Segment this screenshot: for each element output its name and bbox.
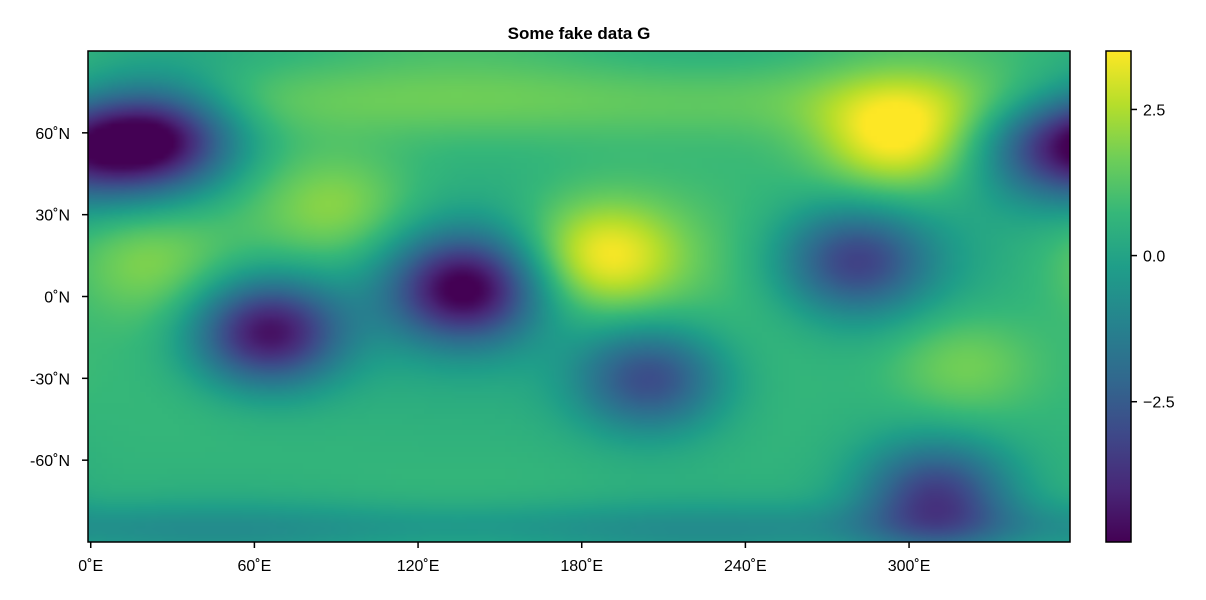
- x-tick-label: 120˚E: [397, 558, 440, 575]
- x-tick-label: 60˚E: [237, 558, 271, 575]
- heatmap-plot-area: [88, 51, 1070, 542]
- x-tick-label: 180˚E: [560, 558, 603, 575]
- colorbar-axis: 2.5 0.0 −2.5: [1131, 102, 1175, 412]
- x-tick-label: 300˚E: [888, 558, 931, 575]
- y-axis: 60˚N 30˚N 0˚N -30˚N -60˚N: [30, 126, 88, 470]
- x-axis: 0˚E 60˚E 120˚E 180˚E 240˚E 300˚E: [78, 542, 930, 575]
- x-tick-label: 240˚E: [724, 558, 767, 575]
- y-tick-label: -60˚N: [30, 453, 70, 470]
- x-tick-label: 0˚E: [78, 558, 103, 575]
- y-tick-label: 30˚N: [35, 208, 70, 225]
- chart-title: Some fake data G: [508, 24, 651, 43]
- colorbar-tick-label: 0.0: [1143, 249, 1165, 266]
- y-tick-label: 0˚N: [44, 290, 70, 307]
- colorbar: [1105, 50, 1132, 543]
- heatmap-raster: [88, 51, 1070, 542]
- y-tick-label: 60˚N: [35, 126, 70, 143]
- colorbar-tick-label: 2.5: [1143, 102, 1165, 119]
- colorbar-tick-label: −2.5: [1143, 395, 1175, 412]
- y-tick-label: -30˚N: [30, 371, 70, 388]
